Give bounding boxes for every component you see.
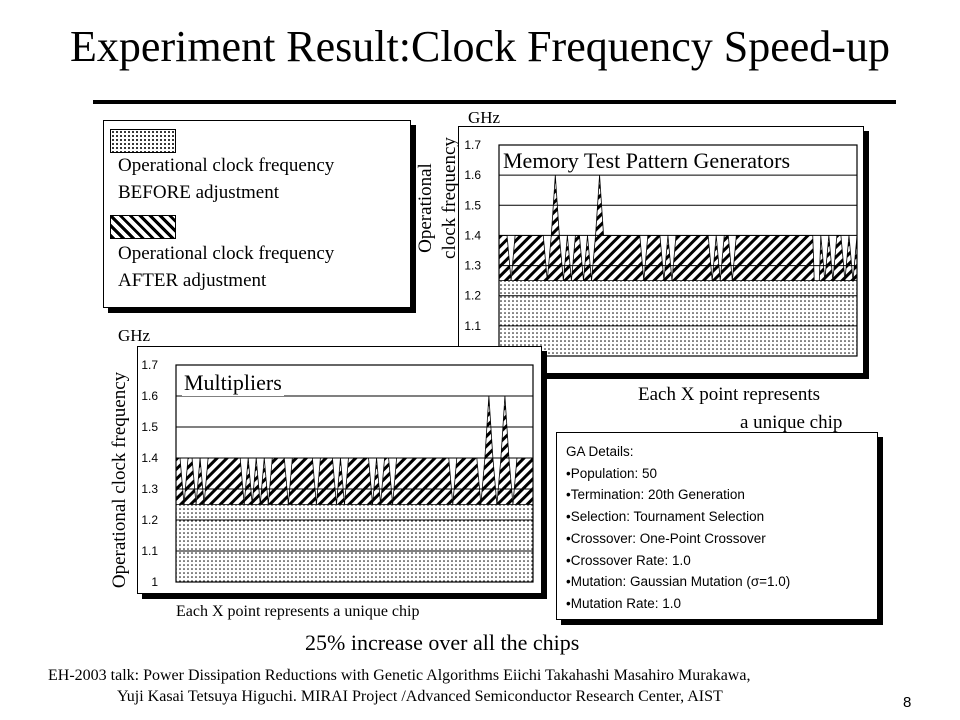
memory-chart-title: Memory Test Pattern Generators	[501, 148, 793, 174]
plot-border	[498, 144, 858, 357]
ga-details-panel: GA Details: Population: 50 Termination: …	[556, 432, 878, 620]
top-x-note-line1: Each X point represents	[638, 384, 821, 405]
ga-detail-item: Termination: 20th Generation	[566, 484, 877, 506]
ga-detail-item: Crossover Rate: 1.0	[566, 550, 877, 572]
bottom-x-note: Each X point represents a unique chip	[176, 603, 420, 620]
top-chart-unit: GHz	[468, 108, 501, 127]
plot-border	[175, 364, 534, 583]
y-tick-label: 1.6	[141, 389, 158, 403]
y-tick-label: 1.1	[464, 319, 481, 333]
ga-details-heading: GA Details:	[566, 444, 634, 459]
ga-details-list: Population: 50 Termination: 20th Generat…	[566, 463, 877, 615]
bottom-chart-unit: GHz	[118, 326, 151, 345]
y-tick-label: 1.2	[141, 513, 158, 527]
y-tick-label: 1.5	[141, 420, 158, 434]
y-tick-label: 1.3	[464, 259, 481, 273]
bottom-chart-axis-label: Operational clock frequency	[109, 371, 130, 589]
legend-label-before-line1: Operational clock frequency	[118, 155, 335, 176]
ga-detail-item: Mutation: Gaussian Mutation (σ=1.0)	[566, 571, 877, 593]
ga-detail-item: Selection: Tournament Selection	[566, 506, 877, 528]
legend-panel: Operational clock frequency BEFORE adjus…	[103, 120, 411, 308]
slide-title: Experiment Result:Clock Frequency Speed-…	[70, 22, 890, 71]
ga-detail-item: Population: 50	[566, 463, 877, 485]
page-number: 8	[903, 694, 912, 711]
legend-label-after-line1: Operational clock frequency	[118, 243, 335, 264]
multipliers-chart-panel: 1 1.1 1.2 1.3 1.4 1.5 1.6 1.7 Multipliers	[137, 346, 542, 594]
y-tick-label: 1.7	[141, 358, 158, 372]
y-tick-label: 1.7	[464, 138, 481, 152]
y-tick-label: 1.5	[464, 198, 481, 212]
y-tick-label: 1.1	[141, 544, 158, 558]
legend-swatch-after	[110, 215, 176, 239]
ga-detail-item: Mutation Rate: 1.0	[566, 593, 877, 615]
y-tick-label: 1.6	[464, 168, 481, 182]
memory-chart-panel: 11.11.21.31.41.51.61.7 Memory Test Patte…	[458, 126, 864, 374]
y-tick-label: 1.4	[464, 228, 481, 242]
footer-line-1: EH-2003 talk: Power Dissipation Reductio…	[48, 667, 751, 684]
y-tick-label: 1	[151, 575, 158, 589]
multipliers-chart: 1 1.1 1.2 1.3 1.4 1.5 1.6 1.7	[141, 358, 534, 589]
footer-line-2: Yuji Kasai Tetsuya Higuchi. MIRAI Projec…	[117, 688, 723, 705]
legend-label-before-line2: BEFORE adjustment	[118, 182, 279, 203]
summary-text: 25% increase over all the chips	[305, 630, 580, 655]
y-tick-label: 1.4	[141, 451, 158, 465]
ga-detail-item: Crossover: One-Point Crossover	[566, 528, 877, 550]
series-before-area	[175, 504, 534, 583]
legend-label-after-line2: AFTER adjustment	[118, 270, 267, 291]
legend-swatch-before	[110, 129, 176, 153]
multipliers-chart-title: Multipliers	[182, 370, 284, 396]
title-underline	[93, 100, 896, 104]
top-chart-axis-label-line1: Operational	[415, 163, 436, 253]
y-tick-label: 1.3	[141, 482, 158, 496]
y-tick-label: 1.2	[464, 289, 481, 303]
series-before-area	[498, 280, 858, 357]
top-x-note-line2: a unique chip	[740, 412, 843, 433]
memory-chart: 11.11.21.31.41.51.61.7	[464, 138, 858, 363]
